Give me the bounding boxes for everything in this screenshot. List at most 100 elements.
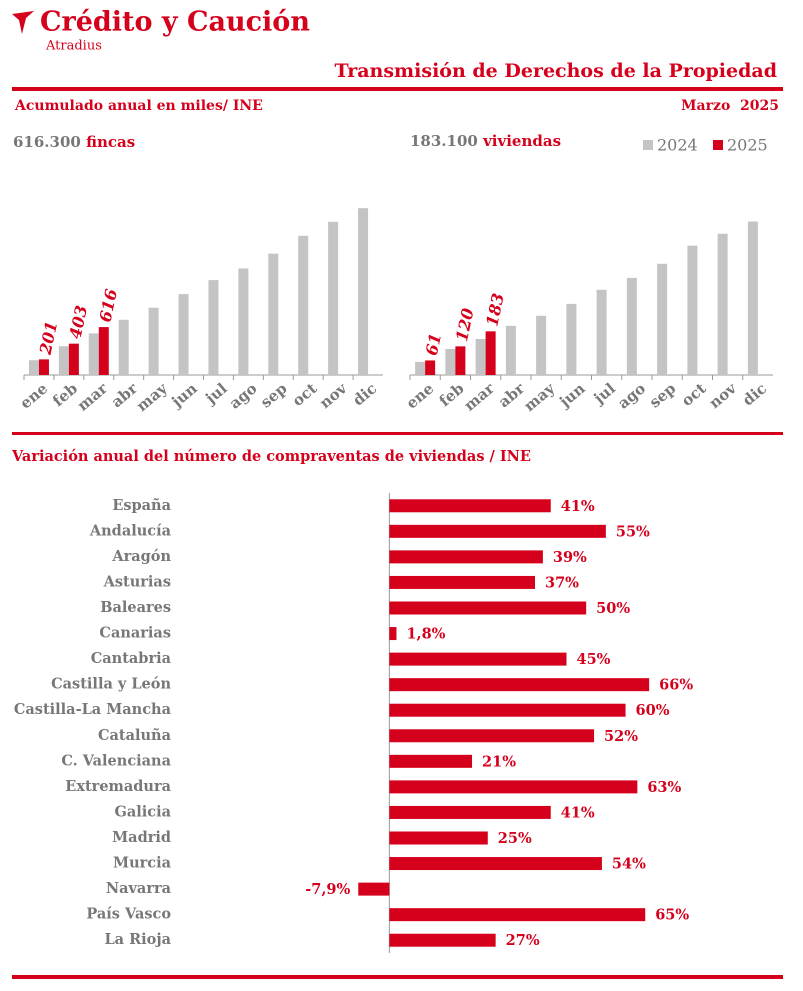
bar xyxy=(475,338,486,375)
data-label: 25% xyxy=(498,830,532,847)
x-tick-label: sep xyxy=(257,379,290,411)
chart-title: Variación anual del número de compravent… xyxy=(11,448,531,465)
data-label: 52% xyxy=(604,728,638,745)
x-tick-label: oct xyxy=(289,379,321,410)
data-label: 183 xyxy=(482,291,508,328)
rule xyxy=(12,87,783,91)
bar xyxy=(148,307,159,375)
bar xyxy=(389,524,606,538)
bar xyxy=(118,319,129,375)
data-label: 41% xyxy=(561,498,595,515)
bar xyxy=(389,575,536,589)
bar xyxy=(536,315,547,375)
bar xyxy=(389,908,646,922)
category-label: Aragón xyxy=(111,548,171,565)
headline-unit: fincas xyxy=(86,133,135,151)
x-tick-label: mar xyxy=(74,379,112,415)
category-label: Navarra xyxy=(106,880,172,897)
legend-label: 2024 xyxy=(657,136,698,155)
bar xyxy=(455,346,466,375)
x-tick-label: ene xyxy=(403,379,438,412)
bar xyxy=(389,703,626,717)
page-title: Transmisión de Derechos de la Propiedad xyxy=(334,60,777,82)
legend-swatch xyxy=(713,140,723,150)
data-label: 21% xyxy=(482,753,516,770)
bar xyxy=(358,208,369,375)
bar xyxy=(389,831,488,845)
bar xyxy=(328,221,339,375)
bar xyxy=(389,933,496,947)
bar xyxy=(389,729,595,743)
bar xyxy=(389,601,587,615)
bar xyxy=(38,359,49,375)
brand: Crédito y Caución xyxy=(40,7,310,38)
bar xyxy=(389,857,602,871)
bar xyxy=(98,327,109,375)
category-label: Madrid xyxy=(112,829,171,846)
data-label: 41% xyxy=(561,804,595,821)
bar xyxy=(485,331,496,375)
data-label: 50% xyxy=(596,600,630,617)
bar xyxy=(358,882,390,896)
category-label: Castilla-La Mancha xyxy=(14,701,172,718)
bar xyxy=(389,678,650,692)
data-label: 403 xyxy=(66,304,92,341)
data-label: 60% xyxy=(636,702,670,719)
subtitle: Acumulado anual en miles/ INE xyxy=(14,98,263,114)
category-label: España xyxy=(112,497,171,514)
x-tick-label: dic xyxy=(739,379,770,409)
category-label: Extremadura xyxy=(65,778,171,795)
data-label: 1,8% xyxy=(406,626,445,643)
x-tick-label: ago xyxy=(614,379,649,412)
x-tick-label: jul xyxy=(201,379,231,408)
logo-mark xyxy=(12,11,34,34)
bar xyxy=(657,263,668,375)
data-label: 37% xyxy=(545,574,579,591)
bar xyxy=(389,805,551,819)
x-tick-label: feb xyxy=(49,379,81,410)
x-tick-label: nov xyxy=(316,379,351,413)
bar xyxy=(389,499,551,513)
data-label: -7,9% xyxy=(305,881,350,898)
bar xyxy=(425,360,436,375)
x-tick-label: dic xyxy=(349,379,380,409)
x-tick-label: jun xyxy=(167,379,201,412)
data-label: 39% xyxy=(553,549,587,566)
data-label: 65% xyxy=(655,907,689,924)
bar xyxy=(505,325,516,375)
bar xyxy=(717,233,728,375)
headline-unit: viviendas xyxy=(482,132,561,150)
bar xyxy=(626,277,637,375)
x-tick-label: oct xyxy=(678,379,710,410)
bar xyxy=(298,235,309,375)
x-tick-label: ene xyxy=(17,379,52,412)
headline-value: 183.100 xyxy=(410,132,478,150)
x-tick-label: jul xyxy=(589,379,619,408)
bar xyxy=(596,289,607,375)
bar xyxy=(178,294,189,375)
category-label: Asturias xyxy=(103,573,171,590)
headline: 183.100 viviendas xyxy=(410,132,561,150)
x-tick-label: may xyxy=(133,379,172,416)
headline-value: 616.300 xyxy=(13,133,81,151)
bar xyxy=(268,253,279,375)
bar xyxy=(238,268,249,375)
data-label: 66% xyxy=(659,677,693,694)
x-tick-label: jun xyxy=(555,379,589,412)
rule xyxy=(12,975,783,979)
category-label: Cantabria xyxy=(91,650,172,667)
headline: 616.300 fincas xyxy=(13,133,135,151)
category-label: País Vasco xyxy=(86,906,171,923)
x-tick-label: ago xyxy=(226,379,261,412)
x-tick-label: mar xyxy=(461,379,499,415)
category-label: Castilla y León xyxy=(51,676,171,693)
data-label: 120 xyxy=(452,307,478,344)
data-label: 61 xyxy=(422,331,445,357)
category-label: Galicia xyxy=(114,803,171,820)
bar xyxy=(389,780,638,794)
legend-label: 2025 xyxy=(727,136,768,155)
bar xyxy=(88,333,99,375)
bar xyxy=(389,550,543,564)
date: Marzo 2025 xyxy=(681,98,779,114)
